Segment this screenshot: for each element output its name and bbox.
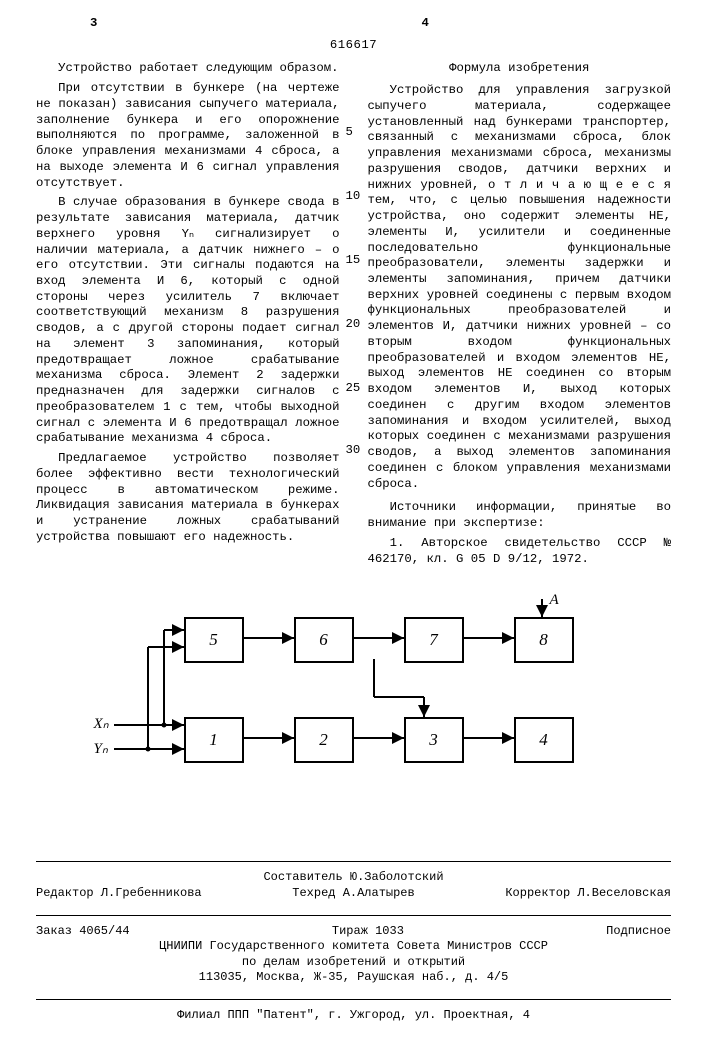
address: 113035, Москва, Ж-35, Раушская наб., д. … xyxy=(36,970,671,985)
input-label-y: Yₙ xyxy=(94,740,108,759)
block-1: 1 xyxy=(184,717,244,763)
left-column: Устройство работает следующим образом. П… xyxy=(36,61,354,571)
right-column: Формула изобретения Устройство для управ… xyxy=(354,61,672,571)
block-7: 7 xyxy=(404,617,464,663)
block-8: 8 xyxy=(514,617,574,663)
subscription: Подписное xyxy=(606,924,671,939)
divider xyxy=(36,915,671,916)
sources-title: Источники информации, принятые во вниман… xyxy=(368,500,672,531)
line-number: 10 xyxy=(346,189,361,205)
order-no: Заказ 4065/44 xyxy=(36,924,130,939)
paragraph: При отсутствии в бункере (на чертеже не … xyxy=(36,81,340,191)
paragraph: Устройство для управления загрузкой сыпу… xyxy=(368,83,672,492)
top-label-a: A xyxy=(550,591,559,610)
page-number-left: 3 xyxy=(90,16,97,30)
line-number: 15 xyxy=(346,253,361,269)
divider xyxy=(36,861,671,862)
paragraph: Устройство работает следующим образом. xyxy=(36,61,340,77)
corrector: Корректор Л.Веселовская xyxy=(505,886,671,901)
source-item: 1. Авторское свидетельство СССР № 462170… xyxy=(368,536,672,567)
block-4: 4 xyxy=(514,717,574,763)
input-label-x: Xₙ xyxy=(94,715,109,734)
editor: Редактор Л.Гребенникова xyxy=(36,886,202,901)
line-number: 30 xyxy=(346,443,361,459)
paragraph: Предлагаемое устройство позволяет более … xyxy=(36,451,340,545)
paragraph: В случае образования в бункере свода в р… xyxy=(36,195,340,447)
tech-editor: Техред А.Алатырев xyxy=(292,886,414,901)
compiler: Составитель Ю.Заболотский xyxy=(36,870,671,885)
block-3: 3 xyxy=(404,717,464,763)
patent-number: 616617 xyxy=(36,38,671,54)
tirage: Тираж 1033 xyxy=(332,924,404,939)
claims-title: Формула изобретения xyxy=(368,61,672,77)
org-line-1: ЦНИИПИ Государственного комитета Совета … xyxy=(36,939,671,954)
org-line-2: по делам изобретений и открытий xyxy=(36,955,671,970)
line-number: 20 xyxy=(346,317,361,333)
line-number: 25 xyxy=(346,381,361,397)
line-number: 5 xyxy=(346,125,353,141)
branch: Филиал ППП "Патент", г. Ужгород, ул. Про… xyxy=(36,1008,671,1023)
page-number-right: 4 xyxy=(422,16,429,30)
block-diagram: Xₙ Yₙ A 5 6 7 8 1 2 3 4 xyxy=(94,597,614,797)
block-6: 6 xyxy=(294,617,354,663)
footer: Составитель Ю.Заболотский Редактор Л.Гре… xyxy=(36,870,671,1024)
block-2: 2 xyxy=(294,717,354,763)
block-5: 5 xyxy=(184,617,244,663)
